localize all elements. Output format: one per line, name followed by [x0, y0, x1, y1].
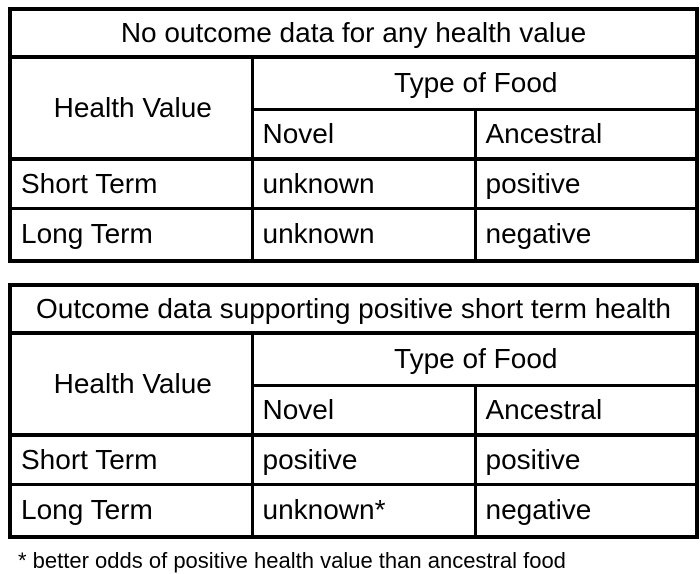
col-group-header-type-of-food: Type of Food [250, 55, 699, 111]
col-header-novel: Novel [250, 384, 477, 437]
data-cell: positive [473, 157, 699, 210]
col-header-ancestral: Ancestral [473, 108, 699, 161]
row-group-header-health-value: Health Value [8, 331, 254, 437]
data-cell: unknown* [250, 483, 477, 539]
table-row: Short Term positive positive [8, 433, 699, 486]
table-row: Long Term unknown* negative [8, 483, 699, 539]
col-group-header-type-of-food: Type of Food [250, 331, 699, 387]
row-label-long-term: Long Term [8, 207, 254, 263]
column-header-row: Novel Ancestral [10, 384, 699, 437]
table-row: Short Term unknown positive [8, 157, 699, 210]
row-group-header-health-value: Health Value [8, 55, 254, 161]
table-outcome-data-positive: Outcome data supporting positive short t… [8, 283, 699, 539]
data-cell: negative [473, 483, 699, 539]
table-title: No outcome data for any health value [8, 7, 699, 59]
col-header-novel: Novel [250, 108, 477, 161]
row-label-short-term: Short Term [8, 157, 254, 210]
table-row: Long Term unknown negative [8, 207, 699, 263]
data-cell: unknown [250, 157, 477, 210]
table-title-row: No outcome data for any health value [8, 7, 699, 59]
table-title-row: Outcome data supporting positive short t… [8, 283, 699, 335]
data-cell: positive [250, 433, 477, 486]
header-row-group: Health Value Type of Food [8, 55, 699, 161]
footnote: * better odds of positive health value t… [18, 548, 566, 573]
table-title: Outcome data supporting positive short t… [8, 283, 699, 335]
row-label-short-term: Short Term [8, 433, 254, 486]
row-label-long-term: Long Term [8, 483, 254, 539]
data-cell: unknown [250, 207, 477, 263]
data-cell: positive [473, 433, 699, 486]
table-no-outcome-data: No outcome data for any health value Hea… [8, 7, 700, 263]
header-row-group: Health Value Type of Food [8, 331, 699, 437]
col-header-ancestral: Ancestral [473, 384, 699, 437]
data-cell: negative [473, 207, 699, 263]
column-header-row: Novel Ancestral [10, 108, 699, 161]
